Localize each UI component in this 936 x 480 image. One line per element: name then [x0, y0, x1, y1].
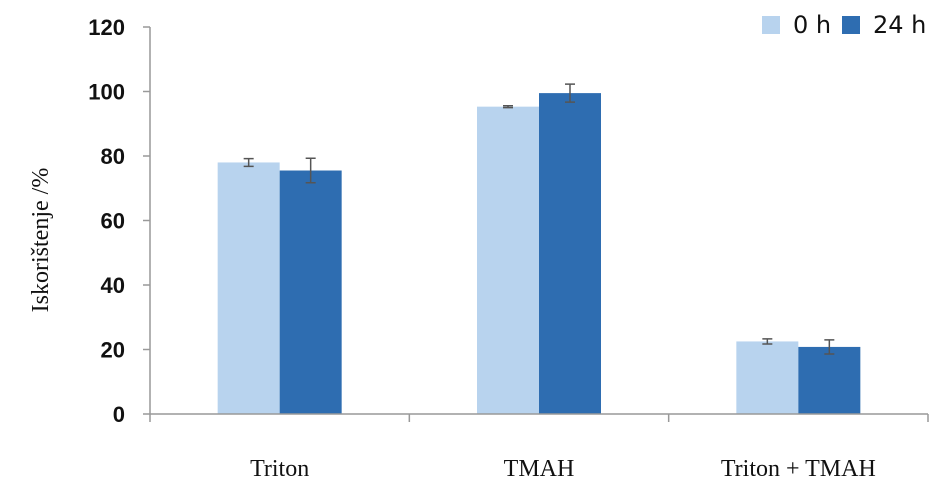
error-bar [305, 157, 316, 184]
y-tick-label: 40 [101, 273, 125, 298]
y-tick-label: 20 [101, 338, 125, 363]
bar [798, 346, 861, 414]
x-category-label: Triton [250, 456, 309, 480]
error-bar [565, 83, 575, 103]
y-axis-label: Iskorištenje /% [28, 168, 54, 313]
x-axis: Triton TMAH Triton + TMAH [149, 413, 929, 480]
x-category-label: Triton + TMAH [721, 456, 876, 480]
legend-swatch [842, 16, 860, 34]
legend-label: 24 h [873, 11, 926, 39]
legend-swatch [762, 16, 780, 34]
y-tick-label: 120 [88, 15, 125, 40]
error-bar [243, 157, 254, 168]
bar [736, 341, 799, 414]
error-bar [824, 339, 835, 355]
bar [477, 106, 539, 414]
y-tick-label: 0 [113, 402, 125, 427]
error-bar [762, 338, 773, 345]
y-tick-label: 60 [101, 209, 125, 234]
x-category-label: TMAH [504, 456, 575, 480]
y-axis: 0 20 40 60 80 100 120 [88, 15, 151, 427]
bar [217, 162, 280, 414]
y-tick-label: 100 [88, 80, 125, 105]
legend: 0 h 24 h [762, 11, 926, 39]
error-bar [503, 104, 513, 109]
bar [279, 170, 342, 414]
legend-label: 0 h [793, 11, 831, 39]
bars [217, 83, 861, 415]
bar [539, 93, 601, 415]
y-tick-label: 80 [101, 144, 125, 169]
